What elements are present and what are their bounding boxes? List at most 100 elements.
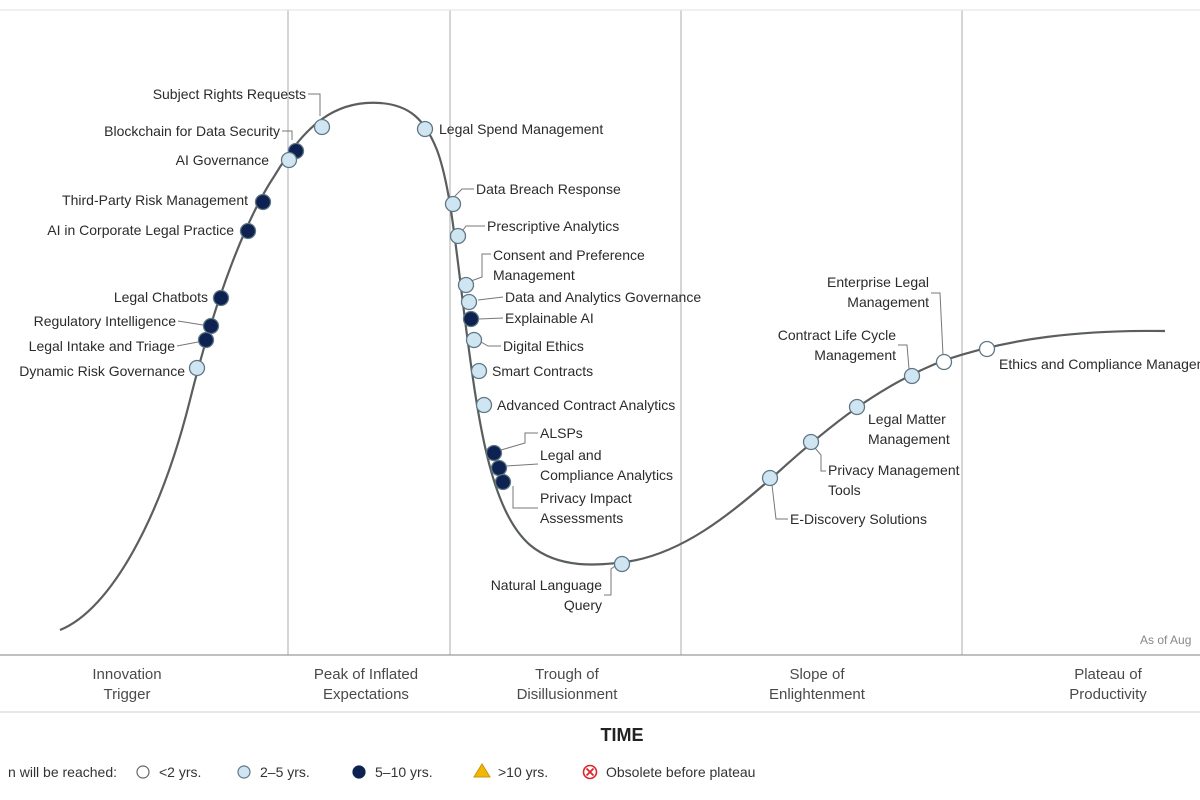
technology-marker bbox=[470, 362, 488, 380]
technology-marker bbox=[202, 317, 220, 335]
technology-markers: Subject Rights Requests Blockchain for Da… bbox=[19, 86, 1200, 613]
leader-line bbox=[814, 447, 826, 472]
phase-dividers bbox=[287, 10, 963, 655]
technology-label: Dynamic Risk Governance bbox=[19, 363, 185, 379]
technology-label: Prescriptive Analytics bbox=[487, 218, 619, 234]
technology-label: Query bbox=[564, 597, 602, 613]
phase-label: Trigger bbox=[104, 686, 151, 703]
technology-marker bbox=[313, 118, 331, 136]
technology-label: Legal Spend Management bbox=[439, 121, 603, 137]
technology-label: Legal Intake and Triage bbox=[29, 338, 176, 354]
legend-label: <2 yrs. bbox=[159, 764, 201, 780]
legend-label: 2–5 yrs. bbox=[260, 764, 310, 780]
phase-label: Peak of Inflated bbox=[314, 666, 418, 683]
leader-line bbox=[176, 341, 199, 347]
leader-line bbox=[478, 317, 504, 320]
technology-marker bbox=[465, 331, 483, 349]
technology-marker bbox=[613, 555, 631, 573]
legend-label: 5–10 yrs. bbox=[375, 764, 433, 780]
legend-symbol bbox=[237, 765, 251, 779]
technology-label: Legal and bbox=[540, 447, 602, 463]
leader-line bbox=[506, 463, 539, 467]
technology-label: Ethics and Compliance Management bbox=[999, 356, 1200, 372]
leader-line bbox=[771, 484, 788, 520]
technology-label: Assessments bbox=[540, 510, 623, 526]
technology-label: Consent and Preference bbox=[493, 247, 645, 263]
technology-marker bbox=[494, 473, 512, 491]
leader-line bbox=[477, 296, 504, 301]
phase-label: Trough of bbox=[535, 666, 599, 683]
legend-symbol bbox=[585, 767, 595, 777]
technology-marker bbox=[188, 359, 206, 377]
technology-label: Data and Analytics Governance bbox=[505, 289, 701, 305]
technology-marker bbox=[449, 227, 467, 245]
technology-label: Tools bbox=[828, 482, 861, 498]
technology-marker bbox=[460, 293, 478, 311]
phase-label: Expectations bbox=[323, 686, 409, 703]
technology-marker bbox=[485, 444, 503, 462]
technology-marker bbox=[462, 310, 480, 328]
leader-line bbox=[604, 565, 616, 596]
technology-label: Management bbox=[814, 347, 896, 363]
technology-label: Data Breach Response bbox=[476, 181, 621, 197]
leader-line bbox=[898, 344, 910, 370]
technology-label: Digital Ethics bbox=[503, 338, 584, 354]
technology-label: AI in Corporate Legal Practice bbox=[47, 222, 234, 238]
technology-marker bbox=[978, 340, 996, 358]
technology-label: ALSPs bbox=[540, 425, 583, 441]
leader-line bbox=[177, 320, 204, 326]
phase-label: Disillusionment bbox=[517, 686, 619, 703]
technology-label: Subject Rights Requests bbox=[153, 86, 306, 102]
phase-label: Plateau of bbox=[1074, 666, 1142, 683]
x-axis-title: TIME bbox=[601, 725, 644, 745]
technology-label: Compliance Analytics bbox=[540, 467, 673, 483]
technology-label: Management bbox=[493, 267, 575, 283]
leader-line bbox=[500, 432, 538, 451]
technology-marker bbox=[457, 276, 475, 294]
legend-label: >10 yrs. bbox=[498, 764, 548, 780]
legend-symbol bbox=[352, 765, 366, 779]
technology-marker bbox=[848, 398, 866, 416]
technology-label: Regulatory Intelligence bbox=[34, 313, 177, 329]
leader-line bbox=[308, 93, 321, 116]
technology-label: Management bbox=[868, 431, 950, 447]
legend: n will be reached: <2 yrs. 2–5 yrs. 5–10 yr… bbox=[8, 763, 755, 780]
phase-label: Enlightenment bbox=[769, 686, 866, 703]
technology-label: Smart Contracts bbox=[492, 363, 593, 379]
phase-label: Productivity bbox=[1069, 686, 1147, 703]
technology-marker bbox=[444, 195, 462, 213]
technology-marker bbox=[802, 433, 820, 451]
technology-marker bbox=[903, 367, 921, 385]
technology-label: AI Governance bbox=[176, 152, 270, 168]
technology-marker bbox=[935, 353, 953, 371]
technology-marker bbox=[280, 151, 298, 169]
legend-prefix: n will be reached: bbox=[8, 764, 117, 780]
technology-marker bbox=[254, 193, 272, 211]
leader-line bbox=[480, 341, 501, 347]
technology-label: Blockchain for Data Security bbox=[104, 123, 280, 139]
leader-line bbox=[931, 292, 944, 356]
leader-line bbox=[454, 188, 474, 197]
technology-label: Management bbox=[847, 294, 929, 310]
legend-label: Obsolete before plateau bbox=[606, 764, 755, 780]
leader-line bbox=[470, 253, 491, 282]
technology-label: Explainable AI bbox=[505, 310, 594, 326]
technology-marker bbox=[490, 459, 508, 477]
technology-label: Contract Life Cycle bbox=[778, 327, 896, 343]
technology-marker bbox=[475, 396, 493, 414]
technology-label: Advanced Contract Analytics bbox=[497, 397, 675, 413]
technology-marker bbox=[761, 469, 779, 487]
technology-marker bbox=[239, 222, 257, 240]
as-of-label: As of Aug bbox=[1140, 633, 1191, 647]
phase-label: Innovation bbox=[92, 666, 161, 683]
technology-label: Third-Party Risk Management bbox=[62, 192, 248, 208]
technology-label: Legal Chatbots bbox=[114, 289, 208, 305]
phase-label: Slope of bbox=[789, 666, 845, 683]
technology-label: Privacy Management bbox=[828, 462, 960, 478]
technology-label: Enterprise Legal bbox=[827, 274, 929, 290]
technology-label: Natural Language bbox=[491, 577, 603, 593]
leader-line bbox=[462, 225, 485, 231]
phase-labels: Innovation Trigger Peak of Inflated Expecta… bbox=[92, 666, 1147, 703]
leader-line bbox=[512, 486, 538, 509]
